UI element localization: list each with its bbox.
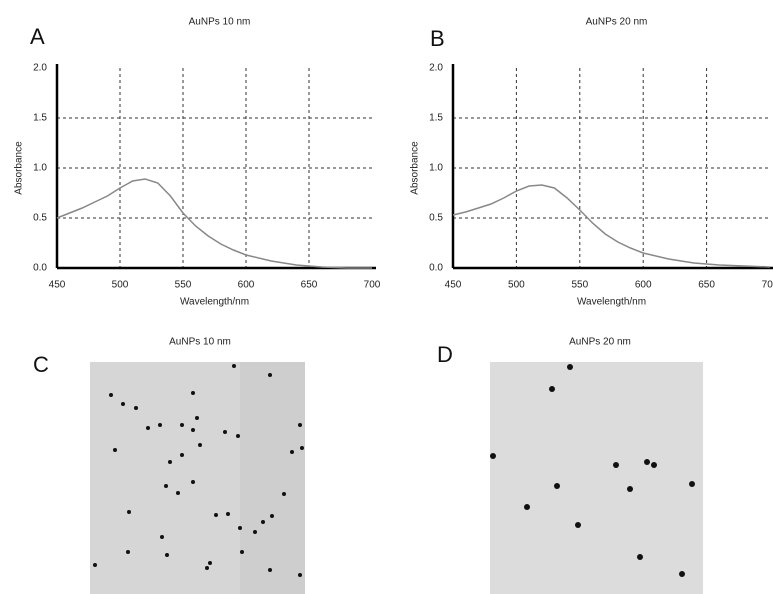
x-tick-label: 550 [175, 280, 192, 291]
y-tick-label: 0.0 [33, 263, 47, 274]
x-tick-label: 600 [635, 280, 652, 291]
y-tick-label: 0.0 [429, 263, 443, 274]
panel-label: D [437, 342, 453, 367]
spectrum-line [452, 184, 771, 268]
x-tick-label: 450 [49, 280, 66, 291]
chart-title: AuNPs 10 nm [189, 17, 251, 28]
tem-image [90, 362, 305, 594]
x-axis-label: Wavelength/nm [180, 297, 249, 308]
image-title: AuNPs 20 nm [569, 337, 631, 348]
x-tick-label: 450 [445, 280, 462, 291]
x-axis-label: Wavelength/nm [577, 297, 646, 308]
y-tick-label: 2.0 [429, 63, 443, 74]
spectrum-line [56, 178, 372, 269]
x-tick-label: 550 [571, 280, 588, 291]
y-tick-label: 1.5 [429, 113, 443, 124]
x-tick-label: 650 [698, 280, 715, 291]
y-tick-label: 2.0 [33, 63, 47, 74]
panel-label: C [33, 352, 49, 377]
x-tick-label: 600 [238, 280, 255, 291]
x-tick-label: 500 [112, 280, 129, 291]
y-tick-label: 1.0 [33, 163, 47, 174]
x-tick-label: 700 [762, 280, 773, 291]
tem-image [490, 362, 703, 594]
panel-label: A [30, 24, 45, 49]
y-tick-label: 1.0 [429, 163, 443, 174]
y-axis-label: Absorbance [14, 141, 25, 195]
image-title: AuNPs 10 nm [169, 337, 231, 348]
y-axis-label: Absorbance [410, 141, 421, 195]
y-tick-label: 0.5 [33, 213, 47, 224]
chart-title: AuNPs 20 nm [586, 17, 648, 28]
x-tick-label: 650 [301, 280, 318, 291]
x-tick-label: 700 [364, 280, 381, 291]
x-tick-label: 500 [508, 280, 525, 291]
y-tick-label: 1.5 [33, 113, 47, 124]
panel-label: B [430, 26, 445, 51]
y-tick-label: 0.5 [429, 213, 443, 224]
